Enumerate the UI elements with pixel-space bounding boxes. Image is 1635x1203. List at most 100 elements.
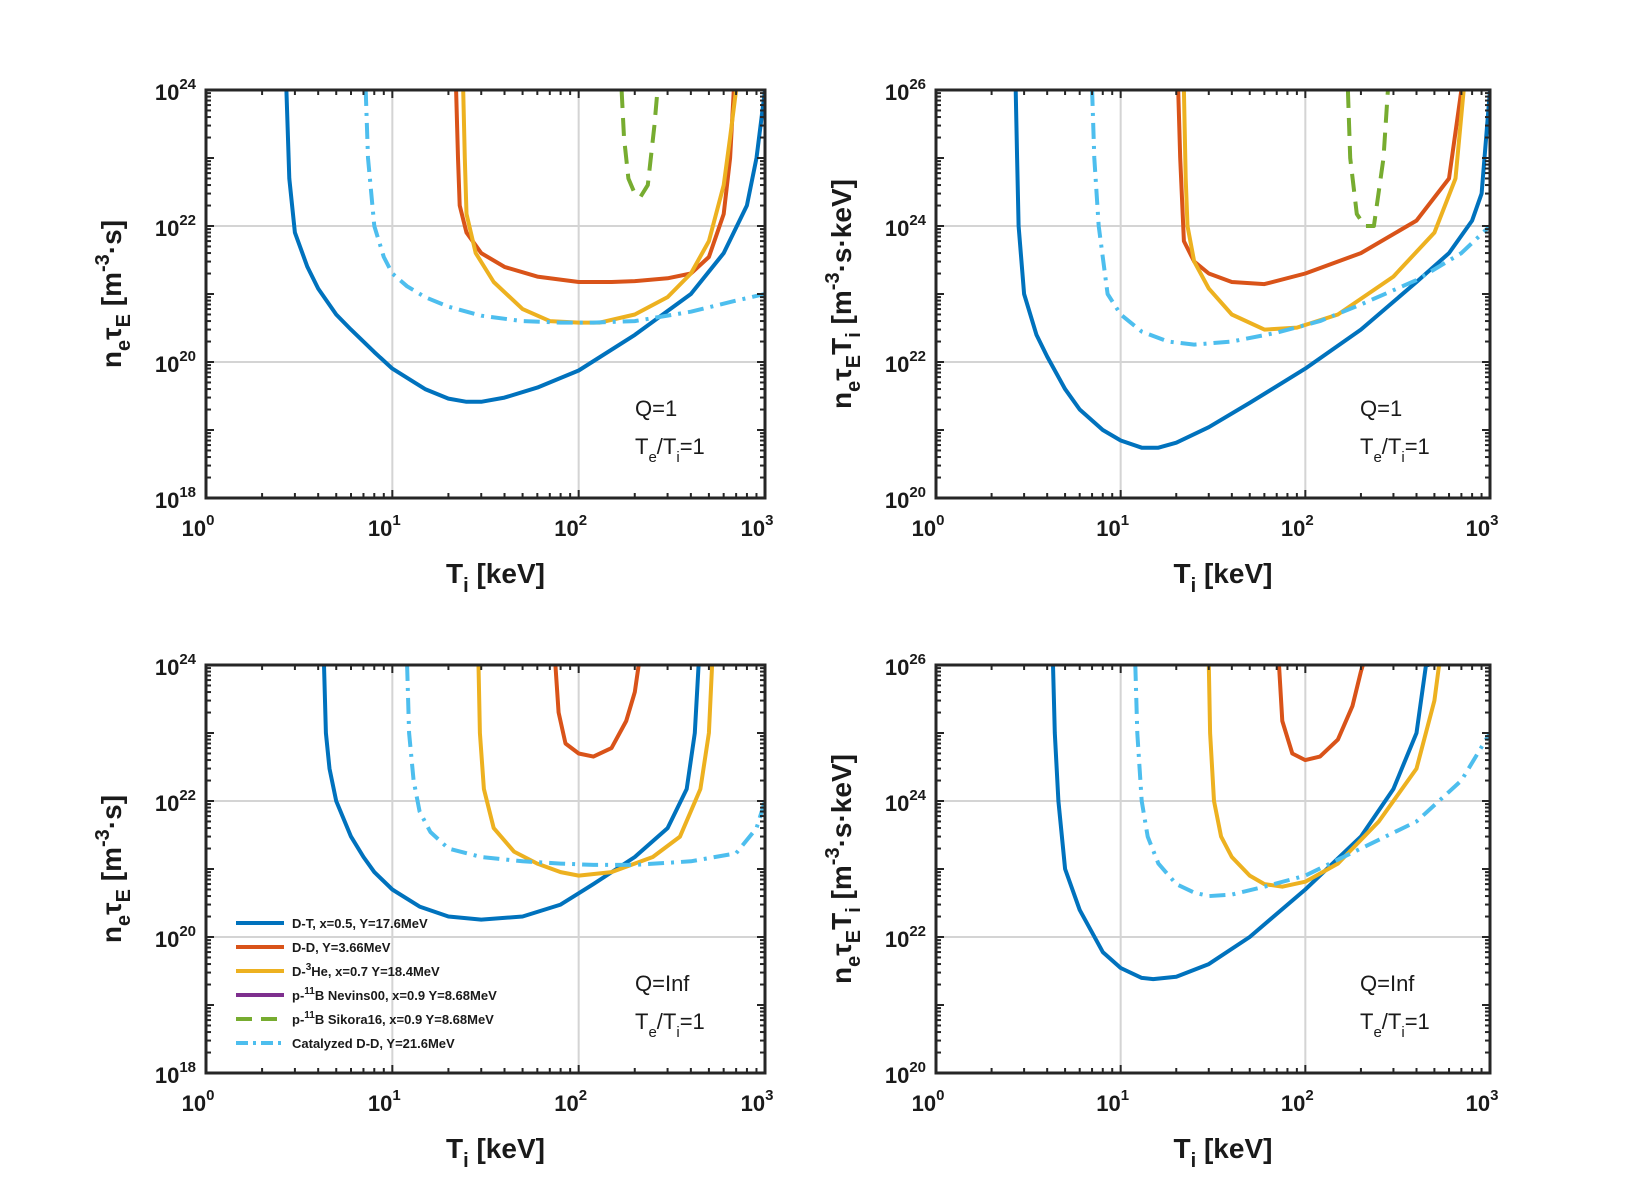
annotation-subscript: e [1373,449,1381,466]
x-axis-label: Ti [keV] [446,558,545,597]
y-tick-label: 1020 [885,484,926,513]
x-tick-base: 10 [1281,1091,1305,1116]
y-tick-exponent: 22 [179,787,196,804]
annotation-subscript: i [1401,449,1404,466]
x-axis-label: Ti [keV] [446,1133,545,1172]
series-line-pb11s [1345,90,1390,228]
x-tick-base: 10 [554,1091,578,1116]
annotation-subscript: e [1373,1024,1381,1041]
plot-area [206,665,765,1073]
x-tick-exponent: 2 [579,512,587,529]
y-axis-label-part: n [826,392,857,409]
x-axis-label-main: T [1174,558,1191,589]
legend-label-text: p- [292,988,304,1003]
annotation-part: /T [657,434,677,459]
y-tick-base: 10 [885,216,909,241]
annotation-temp-ratio: Te/Ti=1 [635,434,705,466]
x-tick-label: 101 [368,512,401,541]
y-tick-exponent: 20 [909,484,926,501]
y-axis-label-part: e [113,340,135,351]
annotation-temp-ratio: Te/Ti=1 [1360,1009,1430,1041]
x-tick-label: 100 [182,512,215,541]
x-tick-exponent: 0 [206,1087,214,1104]
x-axis-label: Ti [keV] [1174,1133,1273,1172]
y-tick-exponent: 24 [909,787,926,804]
y-axis-label-part: ·s·keV] [826,179,857,272]
plot-area [936,665,1490,1073]
x-tick-exponent: 2 [579,1087,587,1104]
y-tick-base: 10 [155,80,179,105]
annotation-q: Q=Inf [635,971,690,996]
x-tick-base: 10 [554,516,578,541]
series-group [1013,90,1490,450]
y-tick-exponent: 26 [909,76,926,93]
annotation-subscript: e [648,449,656,466]
y-axis-label-part: n [96,926,127,943]
series-line-dt [1051,665,1430,982]
series-line-cdd [405,665,765,867]
y-tick-base: 10 [155,488,179,513]
x-axis-label-subscript: i [463,575,469,597]
annotation-q-text: Q=1 [635,396,677,421]
x-tick-label: 103 [1466,512,1499,541]
x-tick-exponent: 0 [206,512,214,529]
y-axis-label-part: τ [96,327,127,340]
y-tick-base: 10 [155,1063,179,1088]
x-tick-base: 10 [912,516,936,541]
legend-label-cdd: Catalyzed D-D, Y=21.6MeV [292,1036,455,1051]
y-tick-exponent: 20 [909,1059,926,1076]
y-axis-label: neτE [m-3·s] [92,795,135,943]
series-line-dhe3 [476,665,715,878]
annotation-q: Q=1 [635,396,677,421]
series-line-dd [1277,665,1365,763]
legend-label-text: Catalyzed D-D, Y=21.6MeV [292,1036,455,1051]
x-axis-label-subscript: i [1191,575,1197,597]
y-tick-base: 10 [885,927,909,952]
y-tick-base: 10 [885,655,909,680]
series-line-dd [553,665,641,759]
y-tick-base: 10 [155,216,179,241]
annotation-part: T [1360,434,1373,459]
x-tick-base: 10 [368,516,392,541]
x-tick-exponent: 3 [1490,512,1498,529]
x-axis-label-unit: [keV] [469,558,545,589]
legend-label-text: D-D, Y=3.66MeV [292,940,391,955]
y-tick-label: 1026 [885,76,926,105]
annotation-q: Q=1 [1360,396,1402,421]
series-group [1051,665,1490,982]
x-axis-label-main: T [1174,1133,1191,1164]
legend-label-dt: D-T, x=0.5, Y=17.6MeV [292,916,428,931]
legend-label-text: D-T, x=0.5, Y=17.6MeV [292,916,428,931]
y-tick-label: 1018 [155,1059,196,1088]
y-axis-label-part: e [843,956,865,967]
annotation-subscript: i [676,449,679,466]
y-tick-label: 1020 [155,923,196,952]
legend-label-dd: D-D, Y=3.66MeV [292,940,391,955]
x-tick-label: 100 [912,512,945,541]
x-tick-exponent: 3 [1490,1087,1498,1104]
y-tick-label: 1024 [885,212,927,241]
y-axis-label-part: E [843,355,865,368]
x-axis-label-unit: [keV] [1196,1133,1272,1164]
y-axis-label-part: -3 [92,254,114,272]
y-axis-label-part: τ [826,368,857,381]
annotation-part: =1 [680,1009,705,1034]
y-axis-label-part: [m [96,272,127,314]
x-axis-label: Ti [keV] [1174,558,1273,597]
x-tick-label: 103 [741,512,774,541]
y-axis-label-part: τ [96,902,127,915]
y-tick-base: 10 [155,655,179,680]
annotation-part: =1 [1405,1009,1430,1034]
x-tick-label: 103 [741,1087,774,1116]
y-axis-label-part: [m [826,865,857,907]
y-tick-base: 10 [155,927,179,952]
x-tick-exponent: 3 [765,512,773,529]
x-tick-base: 10 [1096,1091,1120,1116]
annotation-part: /T [1382,1009,1402,1034]
y-tick-label: 1024 [885,787,927,816]
annotation-temp-ratio: Te/Ti=1 [1360,434,1430,466]
